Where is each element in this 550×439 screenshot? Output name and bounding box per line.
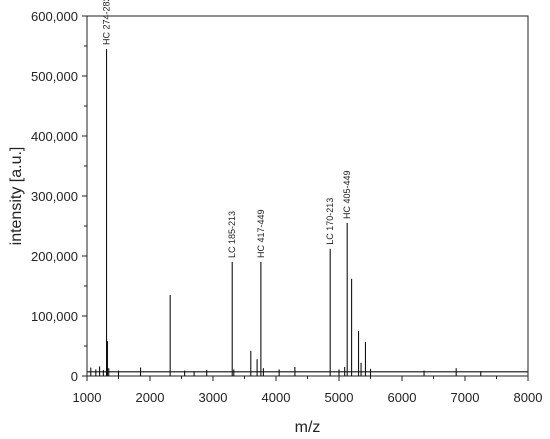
y-tick-label: 500,000 <box>31 69 78 84</box>
spectrum-trace <box>87 49 528 376</box>
peak-annotation: HC 405-449 <box>342 170 352 219</box>
peak-annotation: LC 170-213 <box>325 198 335 245</box>
x-tick-label: 1000 <box>73 390 102 405</box>
peak-annotations: HC 274-283 LC 185-213 HC 417-449 LC 170-213… <box>102 0 353 258</box>
x-tick-label: 2000 <box>136 390 165 405</box>
peak-annotation: LC 185-213 <box>227 211 237 258</box>
y-tick-label: 0 <box>71 369 78 384</box>
peak-annotation: HC 417-449 <box>256 209 266 258</box>
y-tick-label: 600,000 <box>31 9 78 24</box>
x-tick-label: 4000 <box>262 390 291 405</box>
y-tick-label: 300,000 <box>31 189 78 204</box>
x-axis-title: m/z <box>295 419 321 436</box>
x-axis-ticks: 1000 2000 3000 4000 5000 6000 7000 8000 <box>73 376 543 405</box>
plot-border <box>86 15 529 377</box>
x-tick-label: 3000 <box>199 390 228 405</box>
plot-frame <box>86 15 529 377</box>
x-tick-label: 8000 <box>514 390 543 405</box>
y-tick-label: 200,000 <box>31 249 78 264</box>
peak-annotation: HC 274-283 <box>102 0 112 45</box>
y-axis-title: intensity [a.u.] <box>8 147 25 246</box>
x-tick-label: 6000 <box>388 390 417 405</box>
y-tick-label: 400,000 <box>31 129 78 144</box>
x-tick-label: 7000 <box>451 390 480 405</box>
y-tick-label: 100,000 <box>31 309 78 324</box>
x-tick-label: 5000 <box>325 390 354 405</box>
y-axis-ticks: 0 100,000 200,000 300,000 400,000 500,000 600,… <box>31 9 87 384</box>
